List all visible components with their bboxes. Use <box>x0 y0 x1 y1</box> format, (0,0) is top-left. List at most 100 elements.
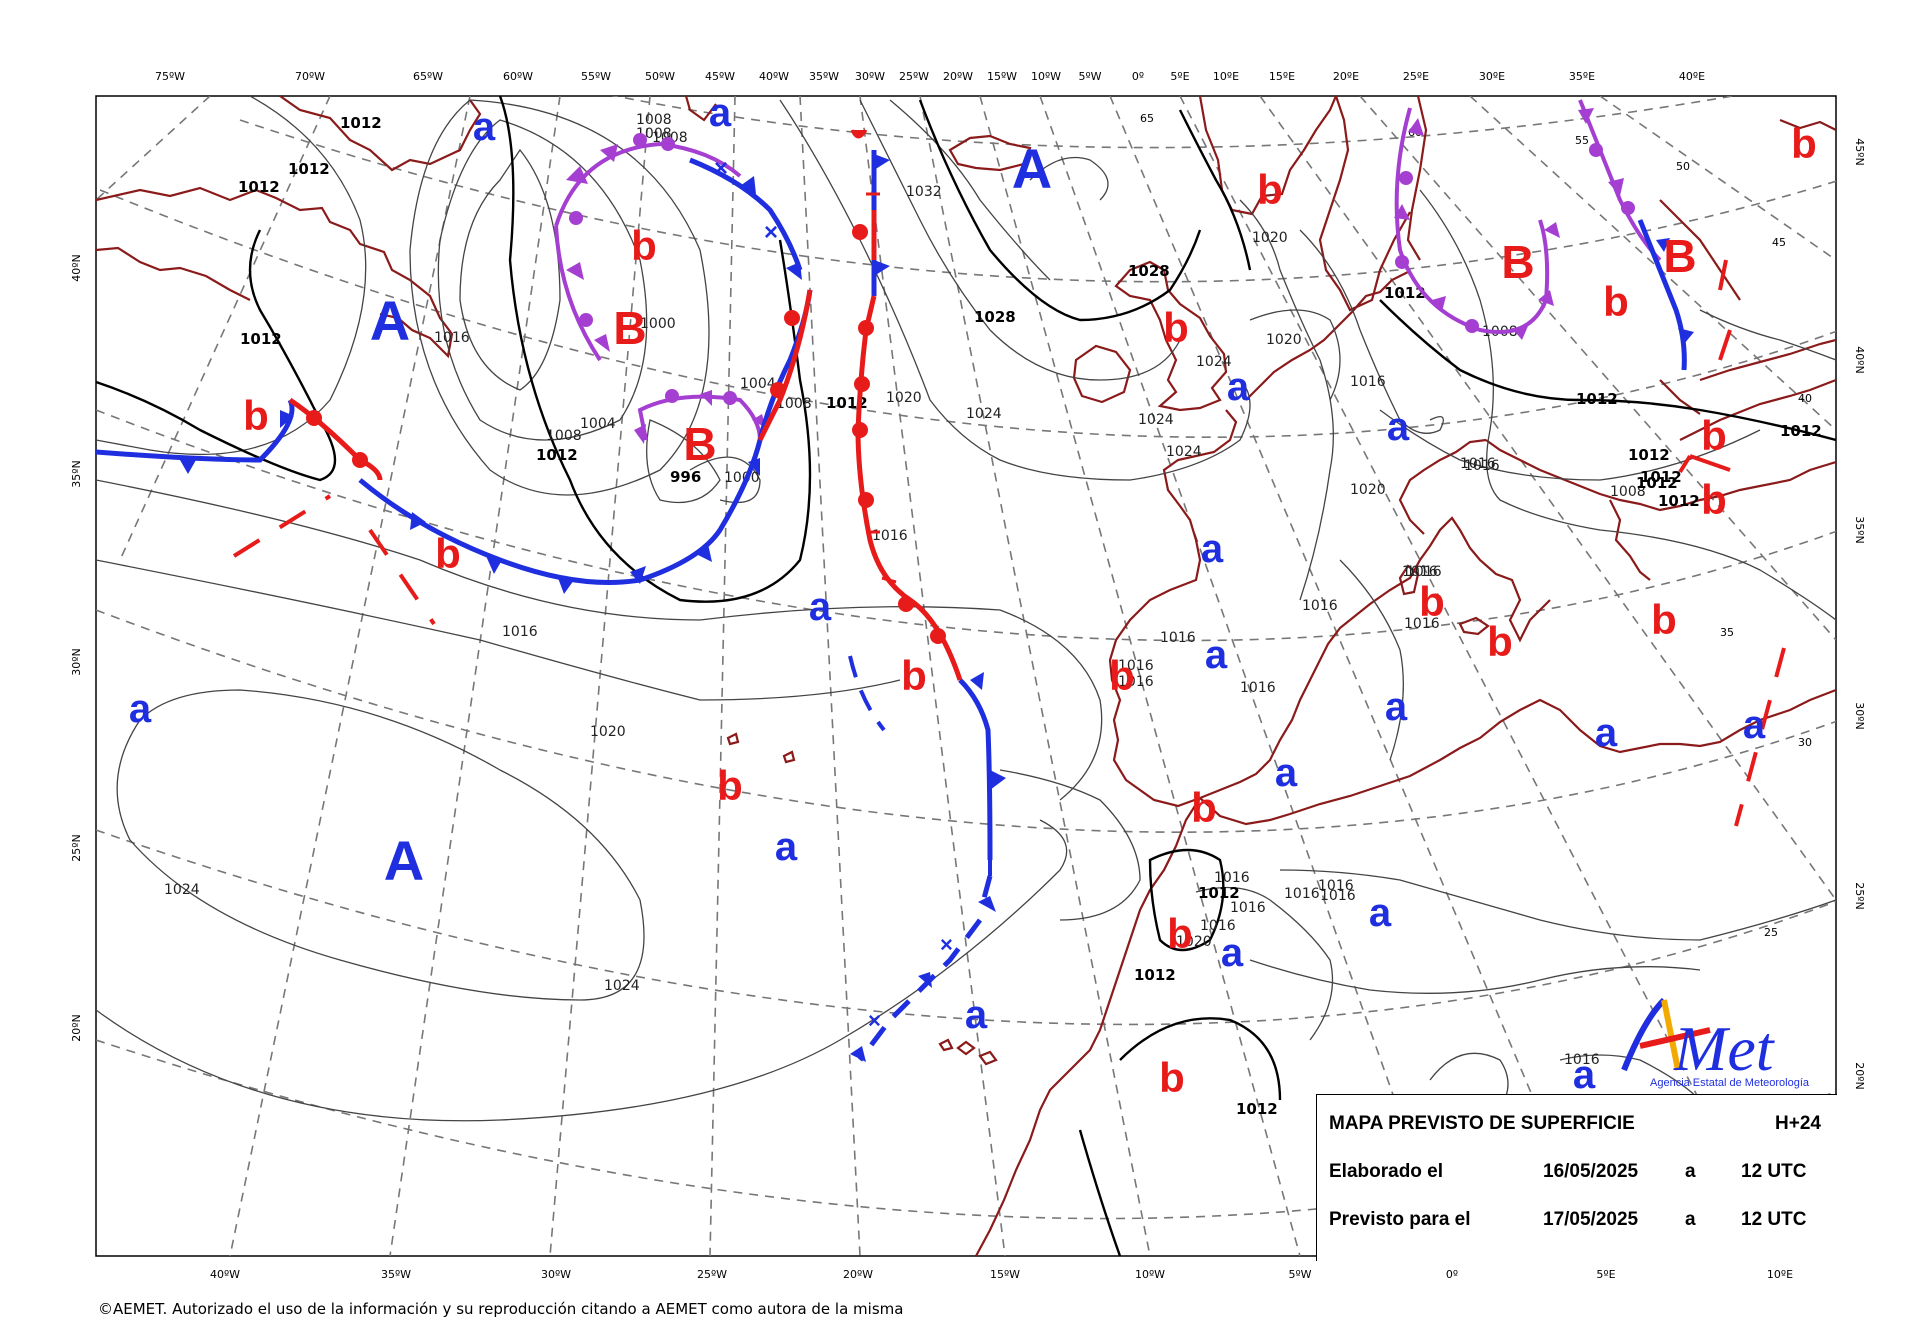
isobar-label: 1016 <box>1214 870 1250 886</box>
aemet-logo-mark: Met Agencia Estatal de Meteorología <box>1621 997 1810 1089</box>
lat-label: 40ºN <box>70 254 83 281</box>
lon-label: 5ºW <box>1288 1268 1311 1281</box>
lon-label: 10ºE <box>1767 1268 1793 1281</box>
high-label: a <box>775 825 798 869</box>
low-label: b <box>1487 618 1513 665</box>
lon-label: 40ºW <box>759 70 789 83</box>
isobar-label: 1000 <box>640 316 676 332</box>
lon-label: 30ºE <box>1479 70 1505 83</box>
isobar-label: 1012 <box>1640 468 1682 486</box>
inner-lat-label: 55 <box>1575 134 1589 147</box>
isobar-label: 1016 <box>1350 374 1386 390</box>
isobar-label: 1020 <box>1252 230 1288 246</box>
low-label: b <box>1701 412 1727 459</box>
isobar-label: 1028 <box>974 308 1016 326</box>
low-label: b <box>717 762 743 809</box>
isobar-label: 1028 <box>1128 262 1170 280</box>
low-center: B <box>683 418 716 470</box>
lat-label: 40ºN <box>1853 346 1866 373</box>
isobar-label: 1008 <box>636 112 672 128</box>
lon-label: 50ºW <box>645 70 675 83</box>
inner-lat-label: 35 <box>1720 626 1734 639</box>
isobar-label: 1016 <box>1160 630 1196 646</box>
graticule-meridians <box>96 96 1836 1256</box>
inner-lat-label: 30 <box>1798 736 1812 749</box>
isobar-label: 1004 <box>580 416 616 432</box>
lon-label: 75ºW <box>155 70 185 83</box>
low-label: b <box>1603 278 1629 325</box>
isobar-label: 1012 <box>288 160 330 178</box>
isobar-label: 1016 <box>872 528 908 544</box>
lon-label: 15ºE <box>1269 70 1295 83</box>
lon-label: 35ºW <box>809 70 839 83</box>
isobar-labels: 1012 1012 1012 1012 1008 1008 1008 1004 … <box>164 112 1822 1118</box>
legend-range: H+24 <box>1775 1113 1821 1134</box>
lat-label: 30ºN <box>70 648 83 675</box>
logo-subtitle: Agencia Estatal de Meteorología <box>1650 1077 1810 1089</box>
copyright-notice: ©AEMET. Autorizado el uso de la informac… <box>98 1300 904 1318</box>
lon-label: 30ºW <box>855 70 885 83</box>
isobar-label: 1016 <box>1240 680 1276 696</box>
isobar-label: 1012 <box>1134 966 1176 984</box>
low-center: B <box>1663 230 1696 282</box>
isobar-label: 996 <box>670 468 701 486</box>
lon-label: 25ºE <box>1403 70 1429 83</box>
high-label: a <box>709 91 732 135</box>
isobar-label: 1012 <box>1658 492 1700 510</box>
isobar-label: 1024 <box>1166 444 1202 460</box>
high-label: a <box>1221 931 1244 975</box>
high-center: A <box>370 289 410 352</box>
front-cross: × <box>940 932 953 957</box>
lat-label: 20ºN <box>70 1014 83 1041</box>
isobar-label: 1016 <box>1460 456 1496 472</box>
isobar-label: 1008 <box>546 428 582 444</box>
logo-wordmark: Met <box>1673 1013 1776 1084</box>
low-label: b <box>1257 166 1283 213</box>
high-label: a <box>965 993 988 1037</box>
isobar-label: 1012 <box>1780 422 1822 440</box>
high-label: a <box>1227 365 1250 409</box>
isobar-label: 1016 <box>1320 888 1356 904</box>
legend-elaborado-label: Elaborado el <box>1329 1161 1444 1182</box>
high-label: a <box>1385 685 1408 729</box>
isobar-label: 1020 <box>1350 482 1386 498</box>
legend-box: MAPA PREVISTO DE SUPERFICIE H+24 Elabora… <box>1316 1094 1837 1261</box>
inner-lat-label: 50 <box>1676 160 1690 173</box>
legend-elaborado-row: Elaborado el 16/05/2025 a 12 UTC <box>1317 1161 1837 1201</box>
isobar-label: 1024 <box>966 406 1002 422</box>
isobars-bold <box>96 96 1836 1256</box>
lat-label: 45ºN <box>1853 138 1866 165</box>
high-label: a <box>1743 703 1766 747</box>
low-label: b <box>1701 476 1727 523</box>
low-label: b <box>1419 578 1445 625</box>
isobars <box>96 96 1836 1122</box>
high-label: a <box>1369 891 1392 935</box>
lon-label: 5ºW <box>1078 70 1101 83</box>
low-label: b <box>435 530 461 577</box>
inner-lat-label: 45 <box>1772 236 1786 249</box>
isobar-label: 1016 <box>1406 564 1442 580</box>
lon-label: 0º <box>1132 70 1144 83</box>
lon-label: 5ºE <box>1170 70 1189 83</box>
legend-elaborado-a: a <box>1685 1161 1696 1182</box>
pressure-centers: A A A B B B B b b b b b b b b b b b b b … <box>129 91 1817 1101</box>
isobar-label: 1016 <box>1118 658 1154 674</box>
occluded-fronts <box>554 99 1662 444</box>
legend-elaborado-time: 12 UTC <box>1741 1161 1807 1182</box>
lon-label: 70ºW <box>295 70 325 83</box>
isobar-label: 1012 <box>1636 474 1678 492</box>
lat-label: 30ºN <box>1853 702 1866 729</box>
low-label: b <box>1651 596 1677 643</box>
isobar-label: 1016 <box>502 624 538 640</box>
bottom-longitude-labels: 40ºW 35ºW 30ºW 25ºW 20ºW 15ºW 10ºW 5ºW 0… <box>210 1268 1793 1281</box>
low-center: B <box>613 302 646 354</box>
legend-previsto-a: a <box>1685 1209 1696 1230</box>
lat-label: 25ºN <box>1853 882 1866 909</box>
low-center: B <box>1501 236 1534 288</box>
high-label: a <box>1595 711 1618 755</box>
low-label: b <box>1109 652 1135 699</box>
isobar-label: 1016 <box>1404 616 1440 632</box>
legend-previsto-label: Previsto para el <box>1329 1209 1471 1230</box>
legend-previsto-time: 12 UTC <box>1741 1209 1807 1230</box>
